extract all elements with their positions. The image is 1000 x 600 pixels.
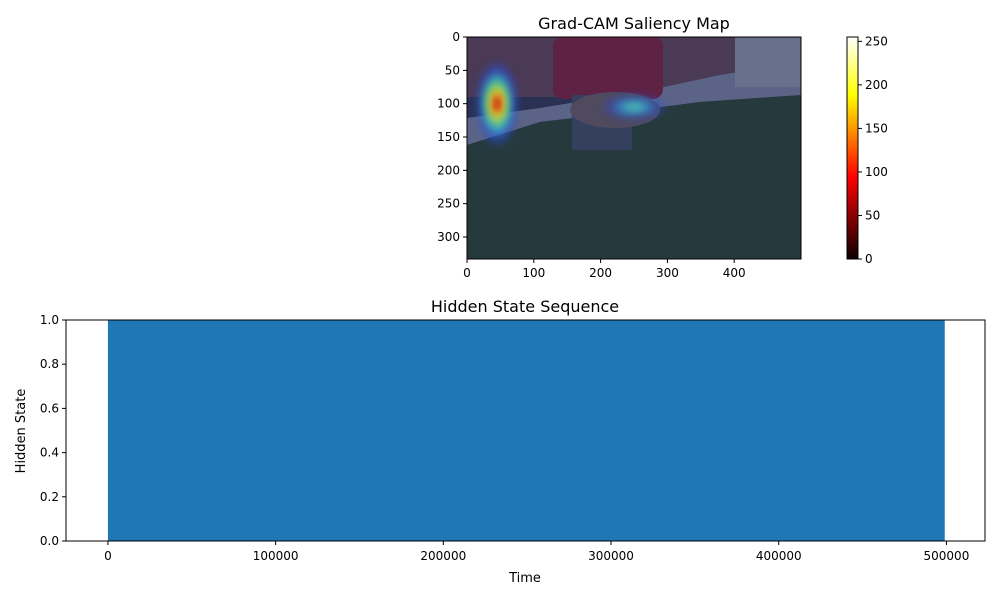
hidden-state-tick-label: 0.0: [40, 534, 59, 548]
hidden-state-tick-label: 0.6: [40, 401, 59, 415]
person-shape: [553, 37, 663, 99]
door-frame: [735, 37, 801, 87]
saliency-title: Grad-CAM Saliency Map: [538, 14, 730, 33]
time-tick-label: 100000: [253, 549, 299, 563]
saliency-y-tick-label: 300: [437, 230, 460, 244]
saliency-x-tick-label: 0: [463, 266, 471, 280]
hidden-state-chart: Hidden State Sequence 0 100000 200000 30000…: [14, 297, 986, 586]
saliency-y-tick-label: 0: [452, 30, 460, 44]
hidden-state-axis-ticks: 0.0 0.2 0.4 0.6 0.8 1.0: [40, 313, 66, 548]
time-tick-label: 200000: [420, 549, 466, 563]
saliency-y-ticks: 0 50 100 150 200 250 300: [437, 30, 467, 244]
hidden-state-tick-label: 0.2: [40, 490, 59, 504]
y-axis-label: Hidden State: [14, 389, 29, 474]
time-tick-label: 0: [104, 549, 112, 563]
saliency-chart: Grad-CAM Saliency Map 0 100 200 300 400 0 50 1…: [437, 14, 888, 280]
grass: [467, 95, 801, 259]
colorbar-tick-label: 150: [865, 121, 888, 135]
heat-blob: [623, 102, 645, 112]
hidden-state-title: Hidden State Sequence: [431, 297, 619, 316]
saliency-x-tick-label: 100: [522, 266, 545, 280]
colorbar-ticks: 0 50 100 150 200 250: [858, 34, 888, 266]
saliency-y-tick-label: 100: [437, 97, 460, 111]
colorbar-tick-label: 200: [865, 78, 888, 92]
plot-frame: [65, 319, 986, 542]
x-axis-label: Time: [508, 571, 541, 586]
colorbar: 0 50 100 150 200 250: [846, 34, 888, 266]
colorbar-tick-label: 50: [865, 208, 880, 222]
hidden-state-tick-label: 0.4: [40, 446, 59, 460]
saliency-y-tick-label: 150: [437, 130, 460, 144]
colorbar-tick-label: 0: [865, 252, 873, 266]
colorbar-tick-label: 250: [865, 34, 888, 48]
saliency-y-tick-label: 250: [437, 197, 460, 211]
hidden-state-tick-label: 0.8: [40, 357, 59, 371]
image-frame: [466, 36, 802, 260]
heat-overlay: [477, 63, 665, 144]
saliency-y-tick-label: 200: [437, 163, 460, 177]
time-tick-label: 500000: [924, 549, 970, 563]
heat-blob: [494, 99, 500, 109]
saliency-x-tick-label: 300: [656, 266, 679, 280]
saliency-x-tick-label: 200: [589, 266, 612, 280]
saliency-x-ticks: 0 100 200 300 400: [463, 259, 746, 280]
hidden-state-area: [107, 320, 945, 541]
hidden-state-fill: [107, 320, 945, 541]
saliency-y-tick-label: 50: [445, 63, 460, 77]
saliency-x-tick-label: 400: [723, 266, 746, 280]
colorbar-tick-label: 100: [865, 165, 888, 179]
saliency-image: [467, 37, 801, 259]
hidden-state-tick-label: 1.0: [40, 313, 59, 327]
time-axis-ticks: 0 100000 200000 300000 400000 500000: [104, 541, 969, 563]
time-tick-label: 400000: [756, 549, 802, 563]
colorbar-gradient: [846, 36, 859, 260]
time-tick-label: 300000: [588, 549, 634, 563]
